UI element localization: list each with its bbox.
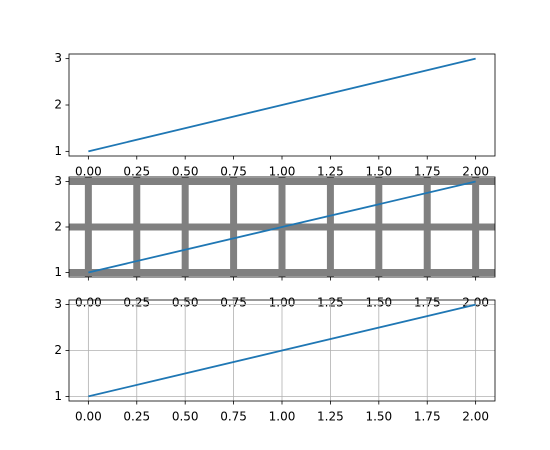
x-tick-label: 1.00 (269, 410, 296, 424)
line (88, 57, 476, 153)
x-tick-label: 1.50 (365, 410, 392, 424)
x-tick-label: 1.50 (365, 165, 392, 179)
x-tick-label: 1.75 (414, 410, 441, 424)
x-tick-label: 0.00 (75, 165, 102, 179)
y-tick-label: 2 (54, 220, 62, 234)
x-tick-label: 0.25 (123, 165, 150, 179)
x-tick-label: 0.00 (75, 410, 102, 424)
x-tick-label: 1.75 (414, 165, 441, 179)
axes-frame (68, 176, 496, 278)
y-tick-label: 1 (54, 389, 62, 403)
y-tick-label: 3 (54, 174, 62, 188)
x-tick-label: 0.50 (172, 410, 199, 424)
line (88, 180, 476, 274)
x-tick-label: 2.00 (462, 165, 489, 179)
y-tick-label: 2 (54, 98, 62, 112)
grid (69, 300, 495, 401)
x-tick-label: 2.00 (462, 410, 489, 424)
y-tick-label: 3 (54, 297, 62, 311)
x-tick-label: 0.75 (220, 165, 247, 179)
axes-frame (68, 299, 496, 402)
y-tick-label: 3 (54, 51, 62, 65)
y-tick-label: 2 (54, 343, 62, 357)
y-tick-label: 1 (54, 265, 62, 279)
axes: 0.00 0.25 0.50 0.75 1.00 1.25 1.50 1.75 2.00 1 2 3 (54, 51, 496, 179)
x-tick-label: 1.25 (317, 165, 344, 179)
x-tick-label: 0.25 (123, 410, 150, 424)
y-tick-label: 1 (54, 144, 62, 158)
x-tick-label: 0.75 (220, 410, 247, 424)
grid (69, 177, 495, 277)
x-tick-label: 0.50 (172, 165, 199, 179)
line (88, 303, 476, 398)
axes-frame (68, 53, 496, 157)
x-tick-label: 1.00 (269, 165, 296, 179)
axes: 0.00 0.25 0.50 0.75 1.00 1.25 1.50 1.75 2.00 1 2 3 (54, 297, 496, 424)
x-tick-label: 1.25 (317, 410, 344, 424)
